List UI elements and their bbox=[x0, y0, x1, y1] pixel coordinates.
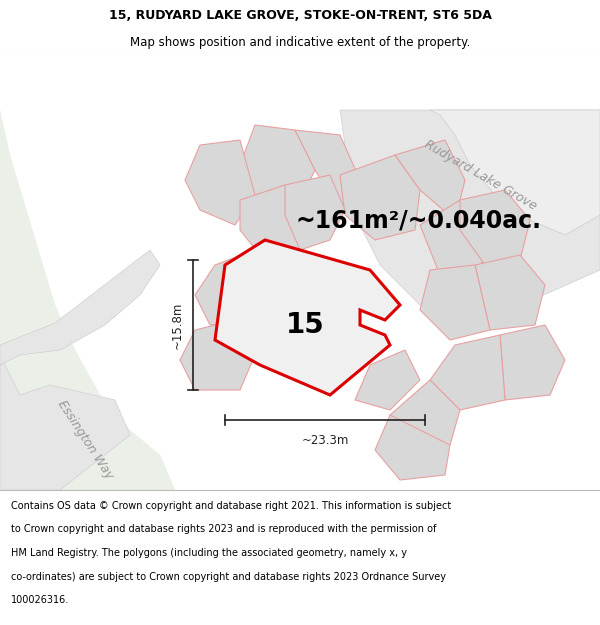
Polygon shape bbox=[0, 110, 175, 490]
Polygon shape bbox=[355, 350, 420, 410]
Text: to Crown copyright and database rights 2023 and is reproduced with the permissio: to Crown copyright and database rights 2… bbox=[11, 524, 436, 534]
Polygon shape bbox=[420, 265, 490, 340]
Polygon shape bbox=[240, 125, 315, 200]
Polygon shape bbox=[430, 335, 505, 410]
Polygon shape bbox=[0, 250, 160, 365]
Text: 15: 15 bbox=[286, 311, 325, 339]
Text: 100026316.: 100026316. bbox=[11, 595, 69, 605]
Polygon shape bbox=[475, 255, 545, 330]
Text: ~23.3m: ~23.3m bbox=[301, 434, 349, 447]
Text: HM Land Registry. The polygons (including the associated geometry, namely x, y: HM Land Registry. The polygons (includin… bbox=[11, 548, 407, 558]
Text: co-ordinates) are subject to Crown copyright and database rights 2023 Ordnance S: co-ordinates) are subject to Crown copyr… bbox=[11, 572, 446, 582]
Polygon shape bbox=[185, 140, 255, 225]
Polygon shape bbox=[0, 110, 175, 490]
Polygon shape bbox=[390, 380, 460, 450]
Text: 15, RUDYARD LAKE GROVE, STOKE-ON-TRENT, ST6 5DA: 15, RUDYARD LAKE GROVE, STOKE-ON-TRENT, … bbox=[109, 9, 491, 22]
Polygon shape bbox=[500, 325, 565, 400]
Polygon shape bbox=[340, 110, 600, 330]
Polygon shape bbox=[195, 250, 270, 325]
Polygon shape bbox=[180, 320, 255, 390]
Text: Map shows position and indicative extent of the property.: Map shows position and indicative extent… bbox=[130, 36, 470, 49]
Polygon shape bbox=[240, 185, 310, 255]
Polygon shape bbox=[395, 140, 465, 220]
Text: ~161m²/~0.040ac.: ~161m²/~0.040ac. bbox=[295, 208, 541, 232]
Text: ~15.8m: ~15.8m bbox=[170, 301, 184, 349]
Polygon shape bbox=[460, 190, 530, 265]
Polygon shape bbox=[0, 355, 130, 490]
Text: Contains OS data © Crown copyright and database right 2021. This information is : Contains OS data © Crown copyright and d… bbox=[11, 501, 451, 511]
Polygon shape bbox=[340, 155, 420, 240]
Text: Rudyard Lake Grove: Rudyard Lake Grove bbox=[422, 138, 538, 212]
Polygon shape bbox=[375, 415, 450, 480]
Polygon shape bbox=[215, 240, 400, 395]
Text: Essington Way: Essington Way bbox=[55, 398, 115, 482]
Polygon shape bbox=[420, 200, 490, 275]
Polygon shape bbox=[295, 130, 360, 210]
Polygon shape bbox=[285, 175, 345, 250]
Polygon shape bbox=[430, 110, 600, 235]
